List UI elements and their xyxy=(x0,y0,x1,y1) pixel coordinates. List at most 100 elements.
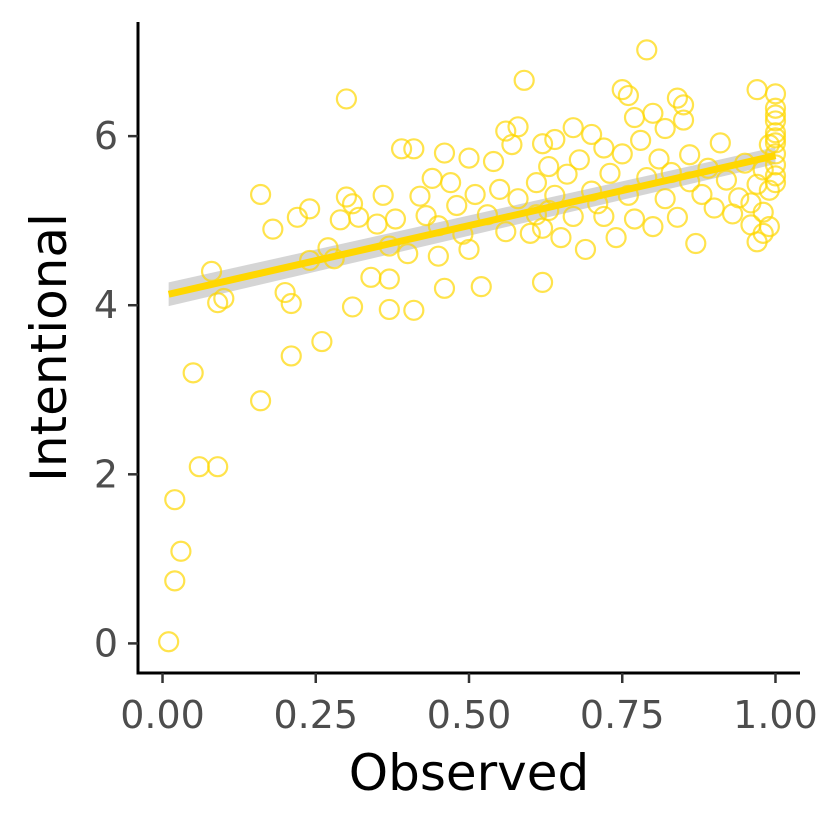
data-point xyxy=(403,138,425,160)
data-point xyxy=(458,147,480,169)
y-axis-title: Intentional xyxy=(20,213,78,482)
data-point xyxy=(764,132,787,154)
data-point xyxy=(311,330,333,353)
data-point xyxy=(654,188,676,210)
data-point xyxy=(580,123,603,146)
data-point xyxy=(341,193,364,215)
data-point xyxy=(617,84,639,107)
data-point xyxy=(390,138,413,160)
data-point xyxy=(280,345,302,367)
data-point xyxy=(728,187,750,209)
data-point xyxy=(531,271,554,293)
data-point xyxy=(691,183,713,206)
data-point xyxy=(164,570,186,592)
data-point xyxy=(366,213,388,235)
data-point xyxy=(470,276,492,298)
data-point xyxy=(611,79,633,101)
data-point xyxy=(489,178,511,200)
data-point xyxy=(593,205,615,228)
data-point xyxy=(666,87,689,109)
data-point xyxy=(249,183,272,206)
points-layer xyxy=(158,39,787,653)
data-point xyxy=(446,194,468,217)
data-point xyxy=(611,143,633,165)
data-point xyxy=(519,222,541,244)
data-point xyxy=(562,205,584,228)
data-point xyxy=(507,188,529,210)
data-point xyxy=(623,208,646,230)
data-point xyxy=(764,104,787,126)
y-tick-label: 2 xyxy=(94,452,118,496)
data-point xyxy=(372,184,394,206)
data-point xyxy=(409,185,431,207)
data-point xyxy=(427,245,449,267)
data-point xyxy=(703,197,725,219)
data-point xyxy=(746,79,768,101)
data-point xyxy=(397,243,419,265)
data-point xyxy=(280,292,302,315)
x-tick-label: 0.75 xyxy=(580,693,665,737)
x-tick-label: 0.00 xyxy=(120,693,205,737)
data-point xyxy=(458,238,480,261)
data-point xyxy=(538,155,560,178)
data-point xyxy=(758,216,780,238)
data-point xyxy=(378,298,400,321)
data-point xyxy=(562,117,584,139)
data-point xyxy=(495,221,517,243)
data-point xyxy=(495,120,517,142)
data-point xyxy=(672,109,695,131)
data-point xyxy=(378,268,400,290)
data-point xyxy=(433,277,456,299)
data-point xyxy=(685,232,707,255)
data-point xyxy=(764,165,787,187)
data-point xyxy=(433,142,456,164)
data-point xyxy=(630,129,652,151)
data-point xyxy=(642,102,664,124)
data-point xyxy=(164,489,186,511)
data-point xyxy=(274,281,296,304)
data-point xyxy=(764,154,787,176)
data-point xyxy=(764,127,787,149)
data-point xyxy=(341,296,364,318)
data-point xyxy=(623,106,646,129)
data-point xyxy=(752,201,774,223)
data-point xyxy=(482,150,505,173)
data-point xyxy=(715,169,738,191)
data-point xyxy=(299,198,321,220)
data-point xyxy=(158,631,180,653)
data-point xyxy=(421,167,443,190)
data-point xyxy=(764,172,787,194)
x-tick-label: 1.00 xyxy=(733,693,818,737)
data-point xyxy=(672,94,695,116)
data-point xyxy=(764,143,787,165)
data-point xyxy=(654,117,676,140)
data-point xyxy=(335,88,358,110)
data-point xyxy=(348,206,370,228)
y-tick-label: 0 xyxy=(94,621,118,665)
data-point xyxy=(666,206,689,228)
data-point xyxy=(740,192,762,214)
data-point xyxy=(764,97,787,119)
data-point xyxy=(636,39,658,61)
data-point xyxy=(599,162,621,184)
data-point xyxy=(403,299,425,321)
x-axis-title: Observed xyxy=(349,744,590,802)
data-point xyxy=(329,209,351,231)
data-point xyxy=(593,137,615,159)
data-point xyxy=(605,226,627,249)
data-point xyxy=(531,133,554,155)
y-tick-label: 6 xyxy=(94,114,118,158)
data-point xyxy=(513,69,535,91)
fit-line xyxy=(167,152,777,298)
data-point xyxy=(249,390,272,412)
x-tick-label: 0.25 xyxy=(273,693,358,737)
data-point xyxy=(679,144,701,166)
data-point xyxy=(642,216,664,238)
data-point xyxy=(544,128,566,151)
data-point xyxy=(556,163,578,185)
fit-line-layer xyxy=(167,152,777,298)
data-point xyxy=(170,540,192,562)
data-point xyxy=(648,148,670,170)
data-point xyxy=(764,122,787,144)
data-point xyxy=(182,362,204,384)
